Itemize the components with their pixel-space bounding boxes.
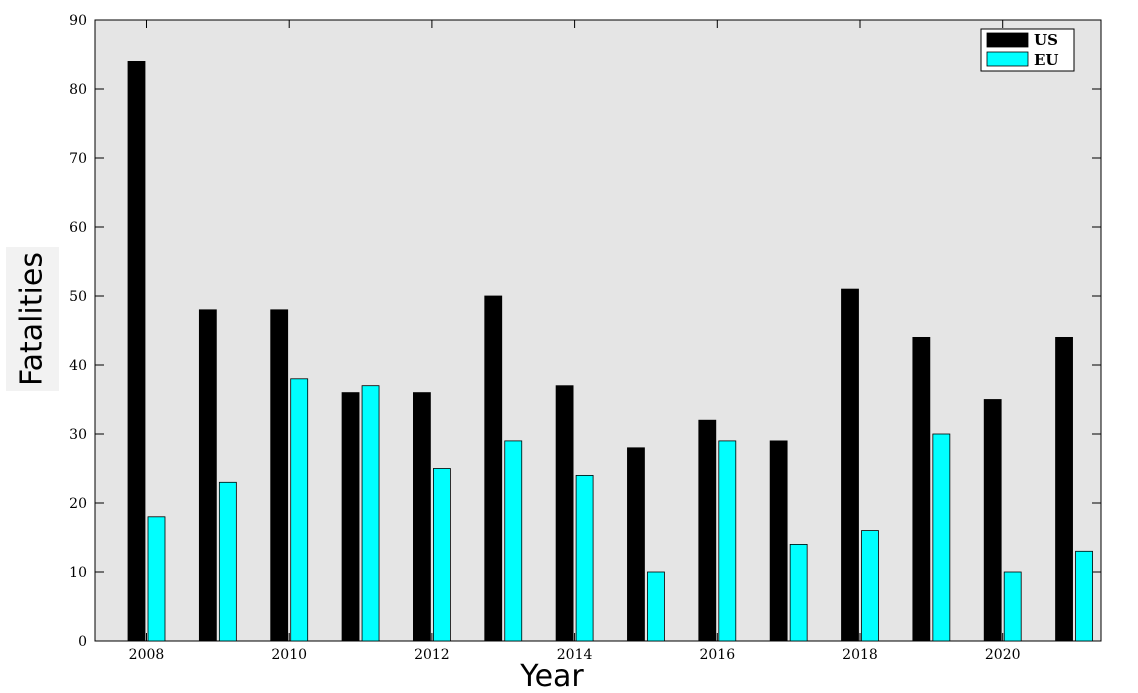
bar-eu-2013 — [504, 440, 523, 642]
y-axis-title: Fatalities — [15, 252, 50, 386]
y-tick-label: 0 — [78, 634, 87, 650]
y-tick-label: 20 — [69, 496, 87, 512]
legend: US EU — [980, 28, 1075, 72]
ylabel-box: Fatalities — [6, 247, 59, 391]
y-tick-label: 80 — [69, 82, 87, 98]
bar-eu-2020 — [1003, 571, 1022, 642]
bar-eu-2019 — [932, 433, 951, 642]
y-tick-label: 90 — [69, 13, 87, 29]
y-tick-label: 50 — [69, 289, 87, 305]
y-tick-label: 10 — [69, 565, 87, 581]
x-axis-title: Year — [519, 659, 584, 693]
bars-layer — [127, 61, 1093, 642]
bar-us-2014 — [555, 385, 574, 642]
bar-eu-2009 — [218, 481, 237, 642]
bar-us-2017 — [769, 440, 788, 642]
x-tick-label: 2014 — [557, 647, 593, 663]
bar-us-2010 — [270, 309, 289, 642]
bar-us-2020 — [983, 399, 1002, 642]
bar-eu-2016 — [718, 440, 737, 642]
x-tick-label: 2008 — [129, 647, 165, 663]
y-tick-label: 60 — [69, 220, 87, 236]
legend-swatch-us — [986, 32, 1029, 48]
legend-label-eu: EU — [1034, 51, 1059, 69]
bar-us-2008 — [127, 61, 146, 642]
bar-us-2011 — [341, 392, 360, 642]
bar-us-2013 — [484, 295, 503, 642]
bar-eu-2014 — [575, 474, 594, 642]
bar-us-2018 — [841, 288, 859, 642]
x-tick-label: 2016 — [699, 647, 735, 663]
x-tick-label: 2010 — [271, 647, 307, 663]
bar-eu-2018 — [861, 530, 879, 642]
bar-eu-2008 — [147, 516, 166, 642]
bar-us-2012 — [412, 392, 431, 642]
legend-swatch-eu — [986, 51, 1029, 67]
bar-us-2015 — [627, 447, 645, 642]
x-tick-label: 2018 — [842, 647, 878, 663]
x-tick-label: 2020 — [985, 647, 1021, 663]
bar-us-2021 — [1055, 336, 1073, 642]
bar-us-2009 — [198, 309, 217, 642]
y-tick-label: 30 — [69, 427, 87, 443]
bar-eu-2012 — [432, 468, 451, 642]
y-tick-label: 40 — [69, 358, 87, 374]
bar-eu-2017 — [789, 544, 808, 642]
bar-eu-2021 — [1075, 550, 1093, 642]
y-tick-label: 70 — [69, 151, 87, 167]
bar-eu-2010 — [290, 378, 309, 642]
legend-label-us: US — [1034, 31, 1058, 49]
labels-layer: 0 10 20 30 40 50 60 70 80 90 2008 2010 2012 2014 2016 2… — [69, 13, 1020, 663]
x-tick-label: 2012 — [414, 647, 450, 663]
bar-us-2019 — [912, 336, 931, 642]
axes-layer — [95, 19, 1101, 642]
bar-us-2016 — [698, 419, 717, 642]
bar-eu-2011 — [361, 385, 380, 642]
bar-eu-2015 — [647, 571, 665, 642]
